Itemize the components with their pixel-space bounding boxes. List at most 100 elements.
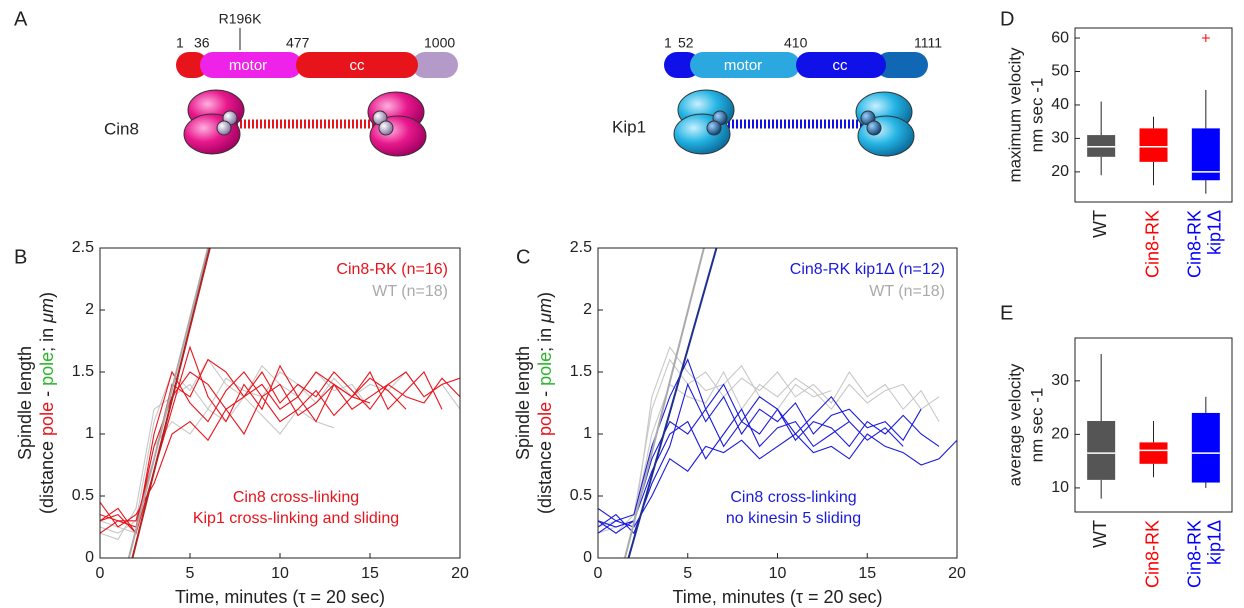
y-axis-label-part: ) — [37, 292, 57, 298]
y-tick-label: 0.5 — [72, 487, 94, 504]
axes-frame — [1074, 337, 1233, 513]
x-axis-label: Time, minutes (τ = 20 sec) — [672, 587, 882, 607]
y-axis-label: Spindle length — [15, 346, 35, 460]
y-tick-label: 2.5 — [72, 239, 94, 256]
domain — [412, 52, 458, 78]
domain — [296, 52, 418, 78]
annotation: no kinesin 5 sliding — [726, 510, 861, 527]
panel-label: A — [14, 8, 28, 30]
x-tick-label: 0 — [96, 565, 105, 582]
x-tick-label: 5 — [186, 565, 195, 582]
domain — [690, 52, 800, 78]
kip1-diagram: motor cc 1 52 410 1111 Kip1 — [612, 35, 942, 157]
axes-frame — [1074, 27, 1233, 203]
trace — [598, 382, 922, 535]
x-tick-label: kip1Δ — [1205, 210, 1225, 255]
box — [1087, 420, 1116, 480]
position-label: 1111 — [914, 35, 942, 51]
domain-label: motor — [229, 57, 267, 74]
y-tick-label: 0.5 — [570, 487, 592, 504]
legend-entry: WT (n=18) — [869, 283, 945, 300]
x-tick-label: kip1Δ — [1205, 520, 1225, 565]
x-tick-label: 20 — [948, 565, 966, 582]
box — [1139, 128, 1168, 162]
y-axis-label-part: ; in — [535, 323, 555, 352]
y-tick-label: 20 — [1051, 426, 1069, 443]
y-axis-label: (distance pole - pole; in μm) — [535, 292, 555, 514]
y-axis-label-part: pole — [535, 402, 555, 436]
domain — [796, 52, 886, 78]
x-tick-label: 15 — [361, 565, 379, 582]
trace — [598, 358, 850, 522]
trace — [598, 408, 904, 534]
y-axis-label-part: (distance — [37, 436, 57, 514]
mutation-label: R196K — [219, 11, 262, 27]
plot-area — [598, 248, 957, 558]
nucleotide — [378, 120, 394, 136]
position-label: 36 — [194, 35, 210, 51]
annotation: Kip1 cross-linking and sliding — [193, 510, 399, 527]
y-axis-label: maximum velocity — [1005, 47, 1024, 183]
y-tick-label: 20 — [1051, 163, 1069, 180]
y-tick-label: 40 — [1051, 96, 1069, 113]
trace — [100, 370, 407, 535]
x-tick-label: Cin8-RK — [1142, 210, 1162, 278]
y-axis-label-part: μm — [535, 298, 555, 324]
y-tick-label: 1.5 — [570, 363, 592, 380]
nucleotide — [706, 120, 722, 136]
trace — [100, 358, 371, 534]
x-tick-label: 15 — [858, 565, 876, 582]
y-tick-label: 2 — [85, 301, 94, 318]
trace — [598, 433, 957, 534]
trace — [598, 370, 940, 534]
y-tick-label: 10 — [1051, 479, 1069, 496]
x-tick-label: 10 — [769, 565, 787, 582]
y-axis-label-part: ) — [535, 292, 555, 298]
domain — [176, 52, 208, 78]
domain-label: cc — [350, 57, 366, 74]
cin8-diagram: R196K motor cc 1 36 477 1000 Cin8 — [104, 11, 458, 157]
position-label: 477 — [286, 35, 310, 51]
y-tick-label: 60 — [1051, 29, 1069, 46]
box — [1139, 442, 1168, 464]
trace — [598, 408, 940, 528]
panel-label: C — [516, 246, 530, 268]
domain-label: cc — [833, 57, 849, 74]
y-axis-label: nm sec -1 — [1027, 388, 1046, 463]
y-axis-label: nm sec -1 — [1027, 78, 1046, 153]
y-axis-label: average velocity — [1005, 363, 1024, 486]
y-tick-label: 2.5 — [570, 239, 592, 256]
nucleotide — [866, 120, 882, 136]
annotation: Cin8 cross-linking — [730, 489, 856, 506]
panel-label: D — [1000, 8, 1014, 30]
y-axis-label-part: - — [535, 386, 555, 402]
panel-label: B — [14, 246, 27, 268]
panel-label: E — [1000, 302, 1013, 324]
trace — [100, 370, 460, 528]
domain — [200, 52, 302, 78]
trace — [598, 358, 940, 534]
position-label: 1 — [664, 35, 672, 51]
fit-line — [627, 248, 718, 558]
y-axis-label: (distance pole - pole; in μm) — [37, 292, 57, 514]
y-axis-label-part: pole — [37, 352, 57, 386]
y-axis-label: Spindle length — [513, 346, 533, 460]
x-tick-label: 20 — [451, 565, 469, 582]
fit-line — [131, 248, 211, 558]
x-tick-label: 10 — [271, 565, 289, 582]
protein-name: Cin8 — [104, 119, 139, 138]
position-label: 410 — [784, 35, 808, 51]
domain — [664, 52, 700, 78]
annotation: Cin8 cross-linking — [233, 489, 359, 506]
x-tick-label: 5 — [683, 565, 692, 582]
plot-area — [100, 248, 460, 558]
domain-label: motor — [724, 57, 762, 74]
x-tick-label: Cin8-RK — [1185, 520, 1205, 588]
x-tick-label: Cin8-RK — [1142, 520, 1162, 588]
protein-name: Kip1 — [612, 117, 646, 136]
y-axis-label-part: pole — [535, 352, 555, 386]
y-tick-label: 1.5 — [72, 363, 94, 380]
y-tick-label: 1 — [85, 425, 94, 442]
y-axis-label-part: ; in — [37, 323, 57, 352]
